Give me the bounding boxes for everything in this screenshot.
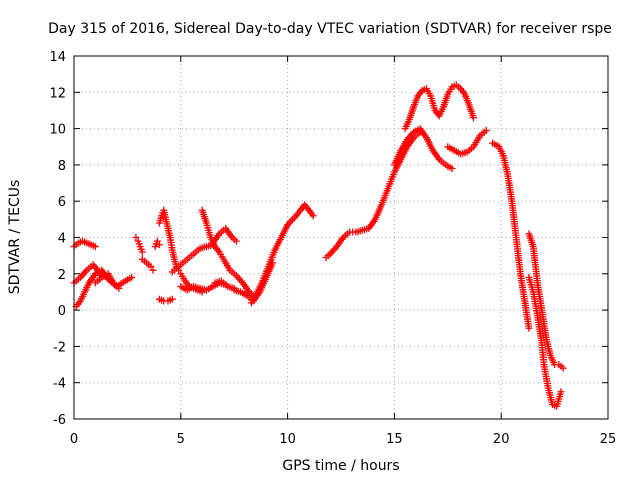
data-point	[482, 126, 490, 134]
y-tick-label: 10	[49, 123, 66, 138]
data-point	[138, 248, 146, 256]
x-tick-label: 15	[386, 432, 403, 447]
data-series	[525, 273, 565, 410]
y-tick-label: 14	[49, 50, 66, 65]
data-point	[448, 165, 456, 173]
data-point	[128, 273, 136, 281]
y-tick-label: 4	[58, 232, 66, 247]
data-point	[557, 388, 565, 396]
y-tick-label: -4	[53, 377, 66, 392]
data-series	[151, 237, 163, 251]
data-series	[91, 270, 123, 292]
y-tick-label: 6	[58, 195, 66, 210]
x-tick-label: 20	[493, 432, 510, 447]
x-axis-title: GPS time / hours	[282, 458, 399, 474]
data-series	[322, 128, 424, 261]
data-series	[444, 126, 490, 158]
data-series	[211, 277, 238, 292]
data-series	[209, 224, 240, 247]
data-series	[168, 241, 217, 276]
data-point	[559, 364, 567, 372]
x-tick-label: 5	[177, 432, 185, 447]
data-point	[525, 324, 533, 332]
data-point	[147, 263, 155, 271]
data-series	[525, 230, 567, 372]
data-series	[132, 234, 146, 256]
data-series	[390, 125, 456, 173]
data-point	[149, 266, 157, 274]
data-series	[198, 206, 257, 300]
x-tick-label: 0	[70, 432, 78, 447]
data-series	[155, 295, 176, 305]
axis-ticks: 0 5 10 15 20 25 -6 -4 -2 0 2 4 6 8 10 12 14	[49, 50, 616, 447]
data-point	[132, 234, 140, 241]
y-tick-label: -6	[53, 413, 66, 428]
y-tick-label: 12	[49, 86, 66, 101]
y-tick-label: 2	[58, 268, 66, 283]
data-series	[401, 81, 477, 133]
x-tick-label: 10	[279, 432, 296, 447]
chart-title: Day 315 of 2016, Sidereal Day-to-day VTE…	[48, 21, 612, 37]
data-points	[70, 81, 567, 410]
y-tick-label: -2	[53, 340, 66, 355]
data-series	[247, 201, 317, 307]
data-point	[155, 241, 163, 249]
data-point	[469, 114, 477, 122]
y-tick-label: 0	[58, 304, 66, 319]
data-point	[115, 284, 123, 292]
data-point	[168, 295, 176, 303]
data-point	[91, 243, 99, 251]
y-tick-label: 8	[58, 159, 66, 174]
data-point	[309, 212, 317, 220]
data-series	[70, 237, 99, 251]
data-series	[138, 255, 157, 274]
data-point	[153, 237, 161, 245]
data-point	[232, 237, 240, 245]
data-series	[489, 139, 533, 332]
y-axis-title: SDTVAR / TECUs	[7, 180, 23, 295]
x-tick-label: 25	[600, 432, 617, 447]
